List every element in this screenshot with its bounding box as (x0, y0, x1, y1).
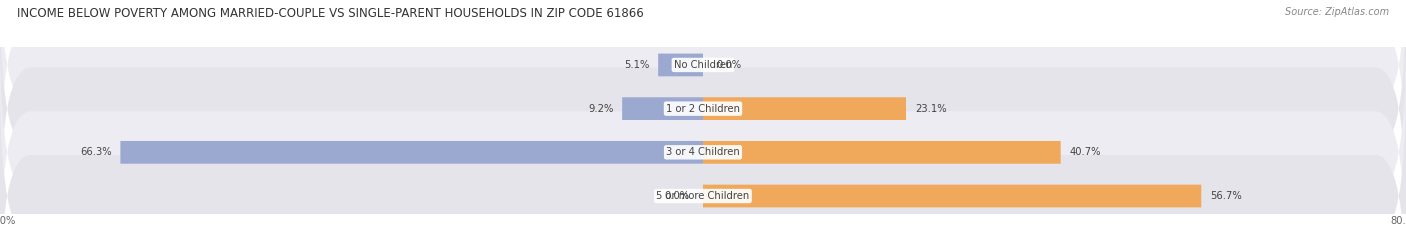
Text: 0.0%: 0.0% (665, 191, 690, 201)
Text: 5 or more Children: 5 or more Children (657, 191, 749, 201)
Text: Source: ZipAtlas.com: Source: ZipAtlas.com (1285, 7, 1389, 17)
Text: 3 or 4 Children: 3 or 4 Children (666, 147, 740, 157)
FancyBboxPatch shape (121, 141, 703, 164)
FancyBboxPatch shape (703, 141, 1060, 164)
Text: 23.1%: 23.1% (915, 104, 946, 114)
Text: INCOME BELOW POVERTY AMONG MARRIED-COUPLE VS SINGLE-PARENT HOUSEHOLDS IN ZIP COD: INCOME BELOW POVERTY AMONG MARRIED-COUPL… (17, 7, 644, 20)
FancyBboxPatch shape (621, 97, 703, 120)
Text: 0.0%: 0.0% (716, 60, 741, 70)
Text: No Children: No Children (673, 60, 733, 70)
Text: 40.7%: 40.7% (1070, 147, 1101, 157)
Text: 1 or 2 Children: 1 or 2 Children (666, 104, 740, 114)
FancyBboxPatch shape (0, 0, 1406, 220)
FancyBboxPatch shape (0, 84, 1406, 233)
Text: 5.1%: 5.1% (624, 60, 650, 70)
FancyBboxPatch shape (0, 41, 1406, 233)
FancyBboxPatch shape (0, 0, 1406, 177)
Text: 66.3%: 66.3% (80, 147, 111, 157)
FancyBboxPatch shape (703, 185, 1201, 207)
Text: 9.2%: 9.2% (588, 104, 613, 114)
Text: 56.7%: 56.7% (1211, 191, 1241, 201)
FancyBboxPatch shape (658, 54, 703, 76)
FancyBboxPatch shape (703, 97, 905, 120)
